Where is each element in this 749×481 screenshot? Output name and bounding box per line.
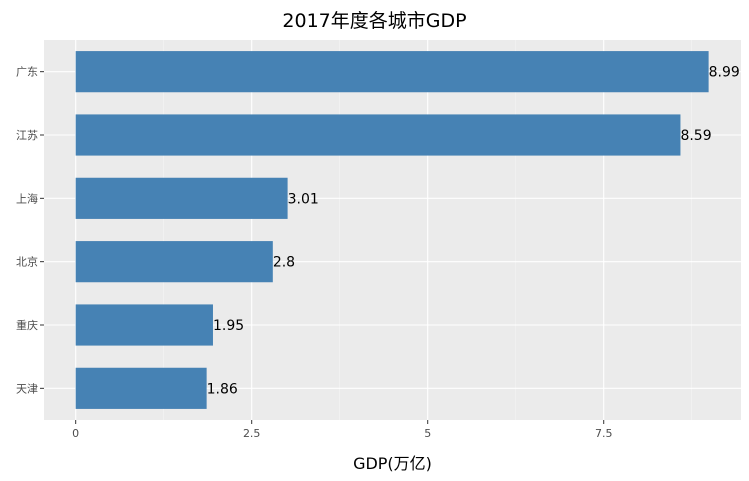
bar	[75, 51, 709, 93]
x-tick-label: 2.5	[243, 427, 261, 440]
y-tick-label: 上海	[16, 191, 38, 205]
x-tick-label: 0	[72, 427, 79, 440]
chart-title: 2017年度各城市GDP	[282, 10, 467, 32]
x-axis-label: GDP(万亿)	[353, 454, 432, 473]
bar	[75, 367, 207, 409]
y-tick-label: 重庆	[16, 318, 38, 332]
x-tick-label: 7.5	[595, 427, 613, 440]
bar	[75, 114, 681, 156]
bar-value-label: 8.59	[680, 128, 711, 144]
y-tick-label: 广东	[16, 66, 38, 79]
y-tick-label: 北京	[16, 255, 38, 269]
plot-panel	[44, 40, 741, 420]
bar	[75, 177, 288, 219]
bar	[75, 241, 273, 283]
x-tick-label: 5	[424, 427, 431, 440]
y-tick-label: 江苏	[16, 129, 38, 142]
y-tick-label: 天津	[16, 382, 38, 395]
bar-value-label: 8.99	[709, 65, 740, 81]
bar-value-label: 1.95	[213, 318, 244, 334]
bar-value-label: 3.01	[288, 191, 319, 207]
bar-value-label: 2.8	[273, 255, 295, 271]
bar	[75, 304, 213, 346]
bar-value-label: 1.86	[207, 381, 238, 397]
